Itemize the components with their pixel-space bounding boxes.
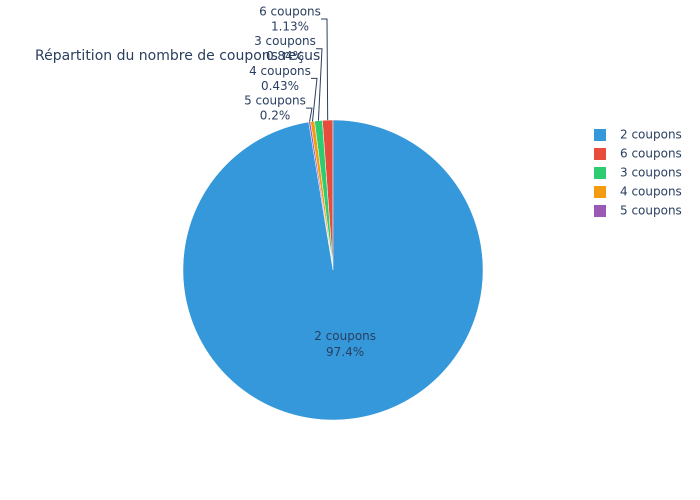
slice-label: 3 coupons: [254, 34, 316, 48]
legend-swatch: [594, 129, 606, 141]
legend-swatch: [594, 205, 606, 217]
slice-value: 0.43%: [261, 79, 299, 93]
slice-label: 2 coupons: [314, 329, 376, 343]
slice-label: 4 coupons: [249, 64, 311, 78]
pie-slice: [182, 119, 484, 421]
leader-line: [321, 18, 329, 121]
leader-line: [316, 48, 323, 121]
legend-swatch: [594, 167, 606, 179]
legend-label: 2 coupons: [620, 128, 682, 142]
legend-label: 6 coupons: [620, 147, 682, 161]
slice-label: 6 coupons: [259, 5, 321, 19]
slice-value: 1.13%: [271, 20, 309, 34]
slice-value: 0.84%: [266, 49, 304, 63]
legend-swatch: [594, 186, 606, 198]
slice-value: 0.2%: [260, 109, 291, 123]
legend-label: 3 coupons: [620, 166, 682, 180]
leader-line: [311, 77, 318, 122]
slice-label: 5 coupons: [244, 94, 306, 108]
legend-label: 5 coupons: [620, 204, 682, 218]
leader-line: [306, 107, 313, 122]
slice-value: 97.4%: [326, 345, 364, 359]
chart-title: Répartition du nombre de coupons reçus: [35, 48, 320, 64]
legend-label: 4 coupons: [620, 185, 682, 199]
legend-swatch: [594, 148, 606, 160]
